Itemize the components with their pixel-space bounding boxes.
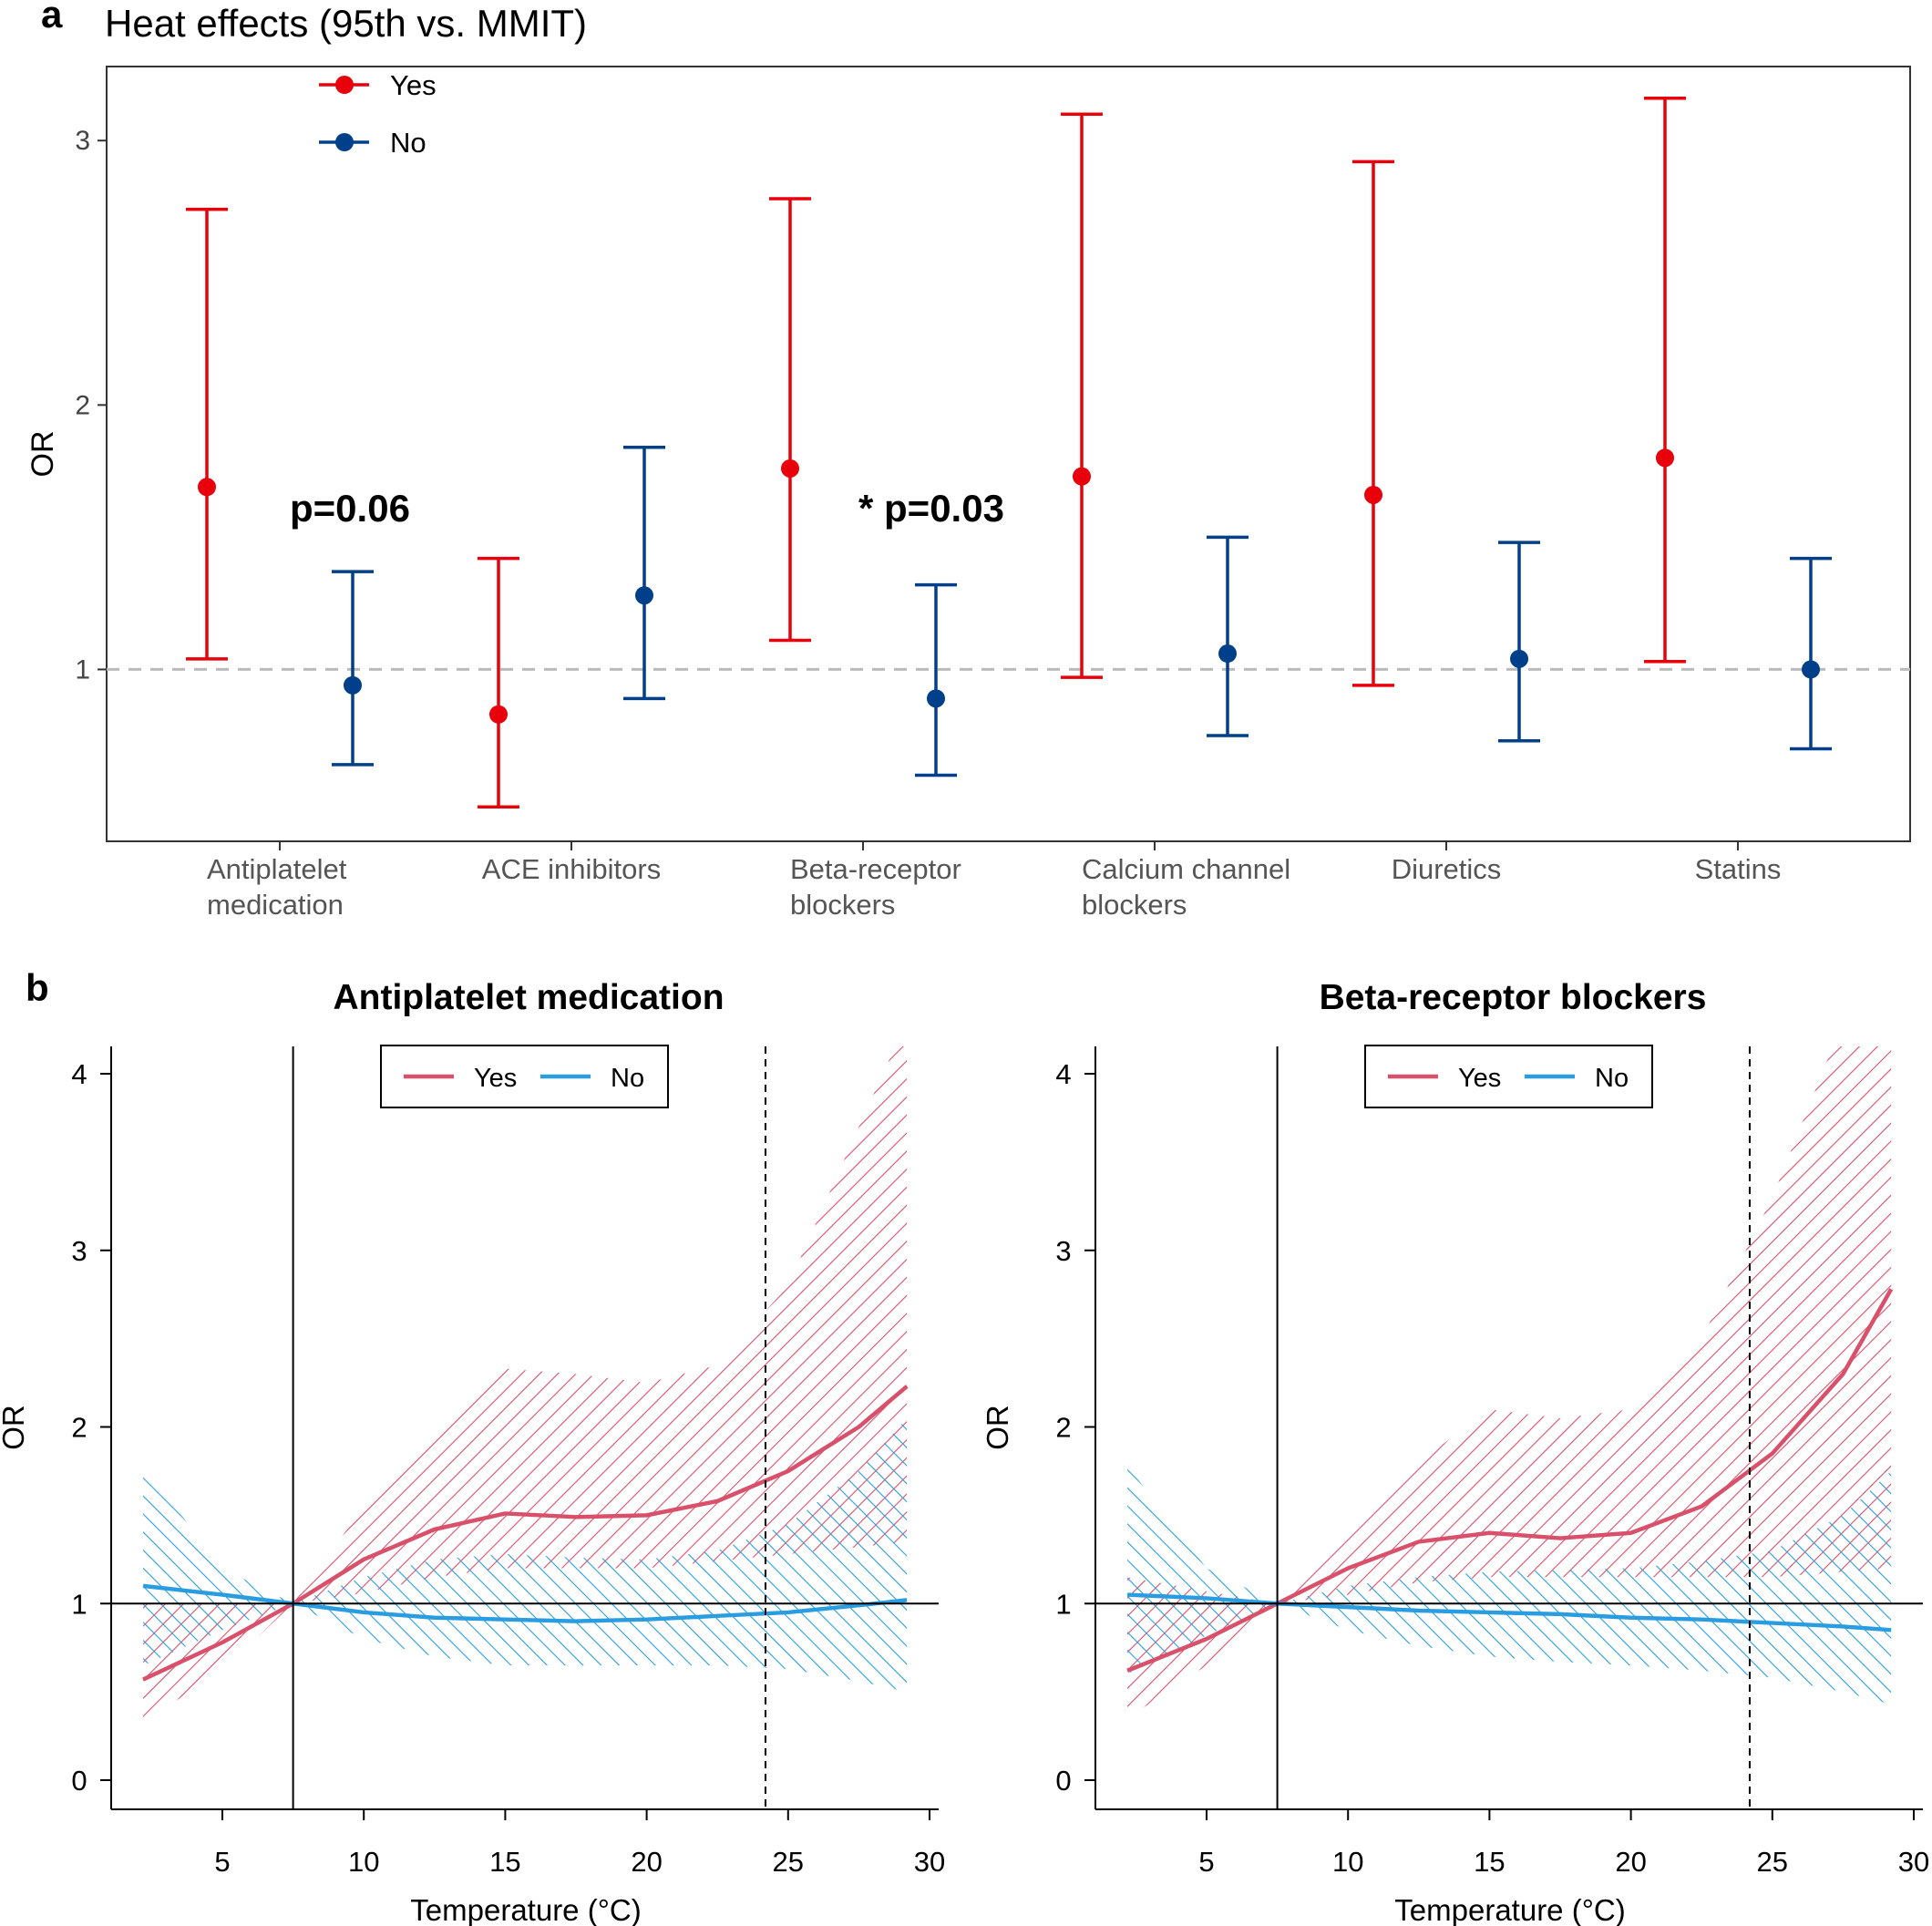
- x-tick-label: 20: [631, 1846, 662, 1878]
- x-tick-label: 5: [1198, 1846, 1214, 1878]
- y-axis-label: OR: [981, 1405, 1014, 1450]
- y-tick-label: 1: [1055, 1588, 1071, 1620]
- point-no: [1802, 660, 1820, 679]
- panel-a: Heat effects (95th vs. MMIT) 1 2 3 OR Antipla…: [26, 2, 1911, 921]
- x-tick-label: 10: [348, 1846, 379, 1878]
- p-value-annotation: p=0.06: [290, 487, 410, 530]
- y-tick-label: 3: [71, 1235, 87, 1267]
- x-tick-label: Antiplatelet medication: [207, 853, 347, 921]
- y-tick-label: 1: [75, 654, 90, 685]
- point-yes: [1364, 485, 1382, 504]
- y-tick-label: 2: [1055, 1412, 1071, 1444]
- point-yes: [781, 458, 799, 478]
- legend-label: No: [390, 127, 426, 159]
- ci-band-yes: [1127, 1046, 1892, 1719]
- legend-label: No: [611, 1064, 644, 1093]
- point-yes: [1656, 448, 1674, 468]
- x-tick-label: 25: [773, 1846, 804, 1878]
- panel-b-left: Antiplatelet medication 0 1 2 3 4 5 10 15 20 25 30 T…: [0, 978, 945, 1926]
- x-tick-label: 20: [1615, 1846, 1646, 1878]
- x-tick-label: 15: [489, 1846, 520, 1878]
- legend-label: Yes: [390, 69, 437, 101]
- y-tick-label: 3: [1055, 1235, 1071, 1267]
- legend-marker: [335, 133, 354, 151]
- x-tick-label-line: blockers: [1082, 889, 1187, 921]
- panel-title: Antiplatelet medication: [333, 978, 724, 1017]
- y-axis-label: OR: [26, 431, 60, 478]
- y-tick-label: 0: [1055, 1765, 1071, 1797]
- x-tick-label-line: medication: [207, 889, 344, 921]
- x-axis-label: Temperature (°C): [1394, 1893, 1625, 1926]
- x-tick-label: 10: [1332, 1846, 1363, 1878]
- point-yes: [198, 478, 216, 497]
- legend-marker: [335, 76, 354, 94]
- legend: Yes No: [380, 1045, 669, 1108]
- x-tick-label-line: Diuretics: [1392, 853, 1502, 885]
- x-tick-label-line: blockers: [790, 889, 895, 921]
- y-tick-label: 4: [1055, 1058, 1071, 1090]
- curve-yes: [1126, 1288, 1894, 1673]
- ci-band-no: [143, 1417, 908, 1693]
- x-tick-label-line: ACE inhibitors: [482, 853, 661, 885]
- panel-b-right: Beta-receptor blockers 0 1 2 3 4 5 10 15 20 25 30 Te…: [981, 978, 1929, 1926]
- legend-label: No: [1595, 1064, 1629, 1093]
- plot-area: [1126, 1046, 1894, 1719]
- x-tick-label-line: Antiplatelet: [207, 853, 347, 885]
- curve-no: [142, 1583, 908, 1623]
- legend-label: Yes: [1458, 1064, 1501, 1093]
- panel-title: Beta-receptor blockers: [1320, 978, 1707, 1017]
- x-tick-label: 30: [914, 1846, 945, 1878]
- y-tick-label: 1: [71, 1588, 87, 1620]
- legend: Yes No: [1364, 1045, 1653, 1108]
- point-no: [927, 689, 945, 708]
- x-tick-label: ACE inhibitors: [482, 853, 661, 885]
- y-tick-label: 0: [71, 1765, 87, 1797]
- point-yes: [1073, 467, 1091, 486]
- chart-title: Heat effects (95th vs. MMIT): [105, 2, 587, 45]
- point-no: [635, 586, 653, 605]
- x-tick-label: 15: [1474, 1846, 1505, 1878]
- point-no: [344, 675, 362, 695]
- y-tick-label: 3: [75, 126, 90, 156]
- y-tick-label: 2: [75, 390, 90, 420]
- curve-yes: [142, 1385, 909, 1682]
- x-axis-label: Temperature (°C): [410, 1893, 641, 1926]
- point-yes: [489, 705, 508, 724]
- y-tick-label: 4: [71, 1058, 87, 1090]
- x-tick-label: Diuretics: [1392, 853, 1502, 885]
- ci-band-no: [1127, 1466, 1892, 1705]
- legend-label: Yes: [474, 1064, 517, 1093]
- x-tick-label: 5: [214, 1846, 230, 1878]
- x-tick-label: 30: [1898, 1846, 1929, 1878]
- p-value-annotation: * p=0.03: [858, 487, 1004, 530]
- plot-area: [142, 1046, 909, 1723]
- point-no: [1218, 644, 1237, 664]
- y-tick-label: 2: [71, 1412, 87, 1444]
- plot-frame: [106, 66, 1911, 842]
- x-tick-label: 25: [1757, 1846, 1788, 1878]
- panel-label-a: a: [41, 0, 63, 36]
- x-tick-label: Statins: [1695, 853, 1782, 885]
- x-tick-label-line: Beta-receptor: [790, 853, 961, 885]
- x-tick-label: Calcium channel blockers: [1082, 853, 1290, 921]
- panel-label-b: b: [26, 966, 49, 1009]
- x-tick-label-line: Calcium channel: [1082, 853, 1290, 885]
- x-tick-label: Beta-receptor blockers: [790, 853, 961, 921]
- x-tick-label-line: Statins: [1695, 853, 1782, 885]
- y-axis-label: OR: [0, 1405, 30, 1450]
- point-no: [1510, 649, 1528, 668]
